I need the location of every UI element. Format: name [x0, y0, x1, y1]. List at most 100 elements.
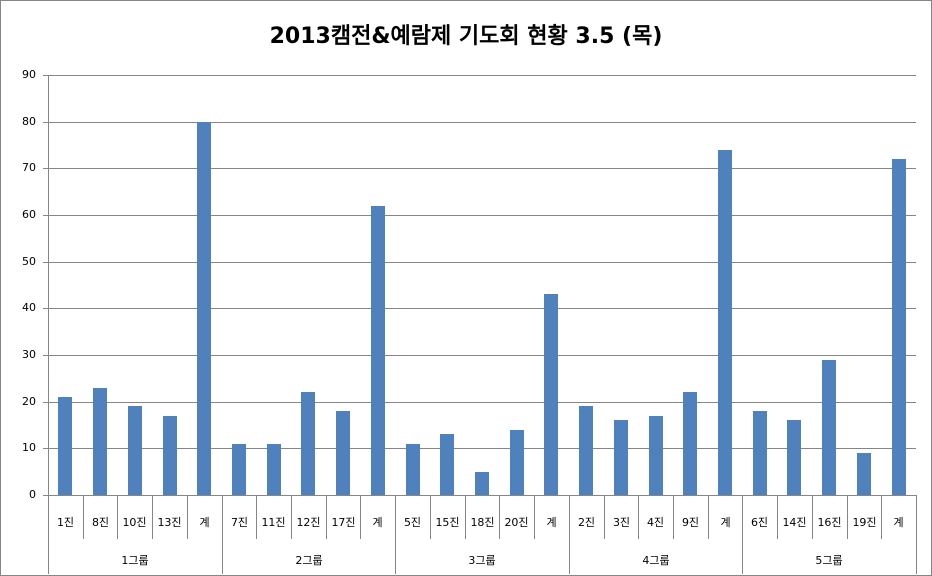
category-divider: [430, 495, 431, 539]
category-divider: [465, 495, 466, 539]
gridline: [48, 308, 916, 309]
gridline: [48, 262, 916, 263]
y-tick-label: 10: [22, 441, 36, 454]
category-label: 계: [720, 516, 731, 529]
bar: [892, 159, 906, 495]
y-tick-label: 80: [22, 115, 36, 128]
gridline: [48, 75, 916, 76]
category-label: 11진: [261, 516, 286, 529]
category-label: 2진: [577, 516, 596, 529]
chart-title: 2013캠전&예람제 기도회 현황 3.5 (목): [269, 24, 663, 49]
y-tick-mark: [43, 495, 48, 496]
category-label: 20진: [504, 516, 529, 529]
y-tick-mark: [43, 355, 48, 356]
group-divider: [395, 495, 396, 574]
gridline: [48, 215, 916, 216]
bar: [232, 444, 246, 495]
category-label: 계: [199, 516, 210, 529]
y-axis: [48, 75, 49, 574]
bar: [128, 406, 142, 495]
bar: [440, 434, 454, 495]
bar: [718, 150, 732, 495]
category-divider: [812, 495, 813, 539]
y-tick-label: 70: [22, 161, 36, 174]
category-label: 4진: [646, 516, 665, 529]
category-divider: [534, 495, 535, 539]
bar: [336, 411, 350, 495]
group-divider: [222, 495, 223, 574]
gridline: [48, 168, 916, 169]
category-divider: [881, 495, 882, 539]
bar: [406, 444, 420, 495]
group-label: 4그룹: [642, 554, 670, 567]
category-label: 7진: [230, 516, 249, 529]
category-label: 12진: [296, 516, 321, 529]
bar: [58, 397, 72, 495]
group-divider: [569, 495, 570, 574]
category-divider: [360, 495, 361, 539]
category-divider: [117, 495, 118, 539]
gridline: [48, 355, 916, 356]
y-tick-mark: [43, 402, 48, 403]
category-divider: [777, 495, 778, 539]
y-tick-label: 40: [22, 301, 36, 314]
category-divider: [83, 495, 84, 539]
bar: [753, 411, 767, 495]
bar: [683, 392, 697, 495]
category-divider: [326, 495, 327, 539]
bar: [371, 206, 385, 495]
bar: [787, 420, 801, 495]
group-label: 1그룹: [121, 554, 149, 567]
category-divider: [604, 495, 605, 539]
y-tick-label: 60: [22, 208, 36, 221]
bar: [197, 122, 211, 495]
gridline: [48, 448, 916, 449]
y-tick-mark: [43, 262, 48, 263]
category-label: 15진: [435, 516, 460, 529]
group-label: 5그룹: [815, 554, 843, 567]
y-tick-label: 20: [22, 395, 36, 408]
bar: [93, 388, 107, 495]
y-tick-mark: [43, 122, 48, 123]
bar: [510, 430, 524, 495]
category-label: 계: [546, 516, 557, 529]
bar: [267, 444, 281, 495]
category-label: 3진: [612, 516, 631, 529]
group-divider: [916, 495, 917, 574]
y-tick-mark: [43, 448, 48, 449]
category-label: 6진: [750, 516, 769, 529]
group-divider: [742, 495, 743, 574]
y-tick-label: 50: [22, 255, 36, 268]
bar: [614, 420, 628, 495]
group-label: 2그룹: [295, 554, 323, 567]
category-label: 19진: [852, 516, 877, 529]
y-tick-label: 0: [29, 488, 36, 501]
category-label: 계: [372, 516, 383, 529]
category-divider: [673, 495, 674, 539]
bar: [822, 360, 836, 495]
category-divider: [152, 495, 153, 539]
gridline: [48, 402, 916, 403]
category-label: 계: [893, 516, 904, 529]
category-divider: [847, 495, 848, 539]
y-tick-mark: [43, 75, 48, 76]
y-tick-label: 90: [22, 68, 36, 81]
category-divider: [708, 495, 709, 539]
bar: [475, 472, 489, 495]
category-divider: [499, 495, 500, 539]
category-divider: [187, 495, 188, 539]
y-tick-mark: [43, 215, 48, 216]
category-label: 9진: [681, 516, 700, 529]
y-tick-mark: [43, 168, 48, 169]
bar: [649, 416, 663, 495]
category-label: 5진: [403, 516, 422, 529]
bar: [544, 294, 558, 495]
category-divider: [291, 495, 292, 539]
category-label: 13진: [157, 516, 182, 529]
category-label: 18진: [470, 516, 495, 529]
category-label: 1진: [56, 516, 75, 529]
gridline: [48, 495, 916, 496]
gridline: [48, 122, 916, 123]
y-tick-mark: [43, 308, 48, 309]
